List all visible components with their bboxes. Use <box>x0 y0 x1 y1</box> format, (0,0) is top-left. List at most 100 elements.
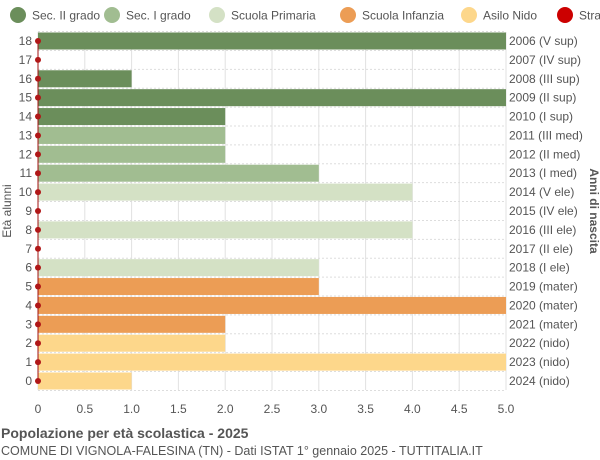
chart-subtitle: COMUNE DI VIGNOLA-FALESINA (TN) - Dati I… <box>1 444 483 458</box>
age-label: 11 <box>20 166 33 180</box>
legend-marker <box>10 7 26 23</box>
year-label: 2017 (II ele) <box>509 242 573 256</box>
bar <box>38 126 226 144</box>
year-label: 2007 (IV sup) <box>509 53 581 67</box>
year-label: 2014 (V ele) <box>509 185 574 199</box>
stranieri-point <box>35 75 41 82</box>
bar <box>38 145 226 163</box>
year-label: 2012 (II med) <box>509 147 580 161</box>
age-label: 9 <box>25 204 32 218</box>
legend-marker <box>209 7 225 23</box>
x-tick-label: 0 <box>35 402 42 416</box>
age-label: 2 <box>25 336 32 350</box>
stranieri-point <box>35 208 41 214</box>
x-tick-label: 2.0 <box>217 402 234 416</box>
age-label: 13 <box>19 128 33 142</box>
year-label: 2024 (nido) <box>509 374 570 388</box>
stranieri-point <box>35 302 41 309</box>
age-label: 16 <box>19 72 33 86</box>
year-label: 2023 (nido) <box>509 355 570 369</box>
bar <box>38 89 506 107</box>
legend-marker <box>340 7 356 23</box>
bar <box>38 70 132 88</box>
bar <box>38 259 319 277</box>
y-axis-label: Età alunni <box>0 184 14 237</box>
age-label: 8 <box>25 223 32 237</box>
age-label: 14 <box>19 110 33 124</box>
bar <box>38 108 226 126</box>
legend-label: Scuola Infanzia <box>362 9 444 23</box>
stranieri-point <box>35 321 41 328</box>
year-label: 2018 (I ele) <box>509 261 570 275</box>
y-axis-right-label: Anni di nascita <box>587 168 600 254</box>
age-label: 6 <box>25 261 32 275</box>
year-label: 2010 (I sup) <box>509 110 573 124</box>
legend-marker <box>557 7 573 23</box>
legend-label: Scuola Primaria <box>231 9 316 23</box>
stranieri-point <box>35 283 41 290</box>
x-tick-label: 0.5 <box>76 402 93 416</box>
age-label: 1 <box>25 355 32 369</box>
legend-marker <box>461 7 477 23</box>
bar <box>38 183 413 201</box>
age-label: 17 <box>19 53 33 67</box>
legend-label: Sec. II grado <box>32 9 100 23</box>
year-label: 2022 (nido) <box>509 336 570 350</box>
stranieri-point <box>35 226 41 233</box>
year-label: 2015 (IV ele) <box>509 204 578 218</box>
year-label: 2013 (I med) <box>509 166 577 180</box>
age-label: 15 <box>19 91 33 105</box>
x-tick-label: 2.5 <box>264 402 281 416</box>
x-tick-label: 5.0 <box>498 402 515 416</box>
legend-label: Asilo Nido <box>483 9 537 23</box>
legend-label: Sec. I grado <box>126 9 191 23</box>
age-label: 10 <box>19 185 33 199</box>
age-label: 0 <box>25 374 32 388</box>
age-label: 12 <box>19 147 33 161</box>
bar <box>38 296 506 314</box>
bar <box>38 353 506 371</box>
stranieri-point <box>35 264 41 271</box>
age-label: 4 <box>25 298 32 312</box>
x-tick-label: 1.0 <box>123 402 140 416</box>
age-label: 5 <box>25 280 32 294</box>
x-tick-label: 4.5 <box>451 402 468 416</box>
year-label: 2020 (mater) <box>509 298 578 312</box>
stranieri-point <box>35 245 41 252</box>
x-tick-label: 3.0 <box>310 402 327 416</box>
bar <box>38 372 132 390</box>
stranieri-point <box>35 56 41 63</box>
bar <box>38 278 319 296</box>
stranieri-point <box>35 170 41 177</box>
year-label: 2006 (V sup) <box>509 34 578 48</box>
stranieri-point <box>35 378 41 384</box>
stranieri-point <box>35 189 41 196</box>
year-label: 2016 (III ele) <box>509 223 576 237</box>
legend-marker <box>104 7 120 23</box>
bar <box>38 334 226 352</box>
stranieri-point <box>35 151 41 158</box>
bar <box>38 315 226 333</box>
x-tick-label: 1.5 <box>170 402 187 416</box>
bar <box>38 32 506 50</box>
x-tick-label: 3.5 <box>357 402 374 416</box>
stranieri-point <box>35 94 41 101</box>
stranieri-point <box>35 38 41 44</box>
year-label: 2021 (mater) <box>509 317 578 331</box>
chart-title: Popolazione per età scolastica - 2025 <box>1 425 249 441</box>
year-label: 2011 (III med) <box>509 128 583 142</box>
stranieri-point <box>35 132 41 139</box>
age-label: 18 <box>19 34 33 48</box>
legend-label: Stranieri <box>579 9 600 23</box>
stranieri-point <box>35 113 41 120</box>
year-label: 2019 (mater) <box>509 280 578 294</box>
bar <box>38 164 319 182</box>
year-label: 2009 (II sup) <box>509 91 576 105</box>
x-tick-label: 4.0 <box>404 402 421 416</box>
year-label: 2008 (III sup) <box>509 72 580 86</box>
stranieri-point <box>35 340 41 347</box>
stranieri-point <box>35 359 41 366</box>
age-label: 7 <box>25 242 32 256</box>
age-label: 3 <box>25 317 32 331</box>
